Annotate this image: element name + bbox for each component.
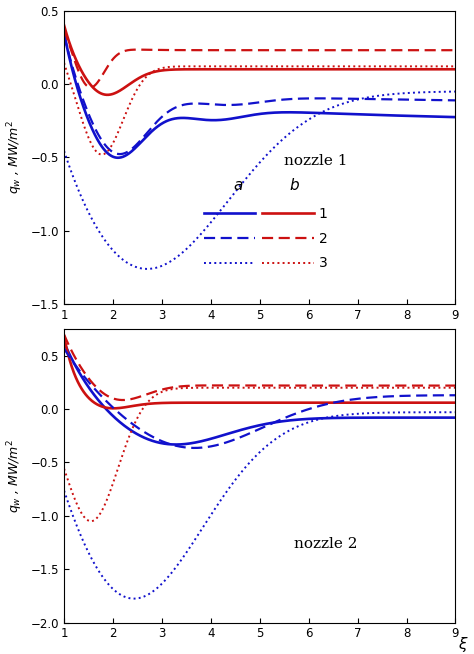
Text: nozzle 1: nozzle 1 xyxy=(284,154,348,167)
Text: $3$: $3$ xyxy=(319,256,328,271)
Y-axis label: $q_w$ , MW/m$^2$: $q_w$ , MW/m$^2$ xyxy=(6,120,25,194)
Text: $2$: $2$ xyxy=(319,232,328,245)
Y-axis label: $q_w$ , MW/m$^2$: $q_w$ , MW/m$^2$ xyxy=(6,439,25,513)
Text: $a$: $a$ xyxy=(233,179,243,193)
Text: $b$: $b$ xyxy=(289,177,300,193)
Text: $\xi$: $\xi$ xyxy=(458,635,469,654)
Text: $1$: $1$ xyxy=(319,207,328,220)
Text: nozzle 2: nozzle 2 xyxy=(294,537,357,551)
